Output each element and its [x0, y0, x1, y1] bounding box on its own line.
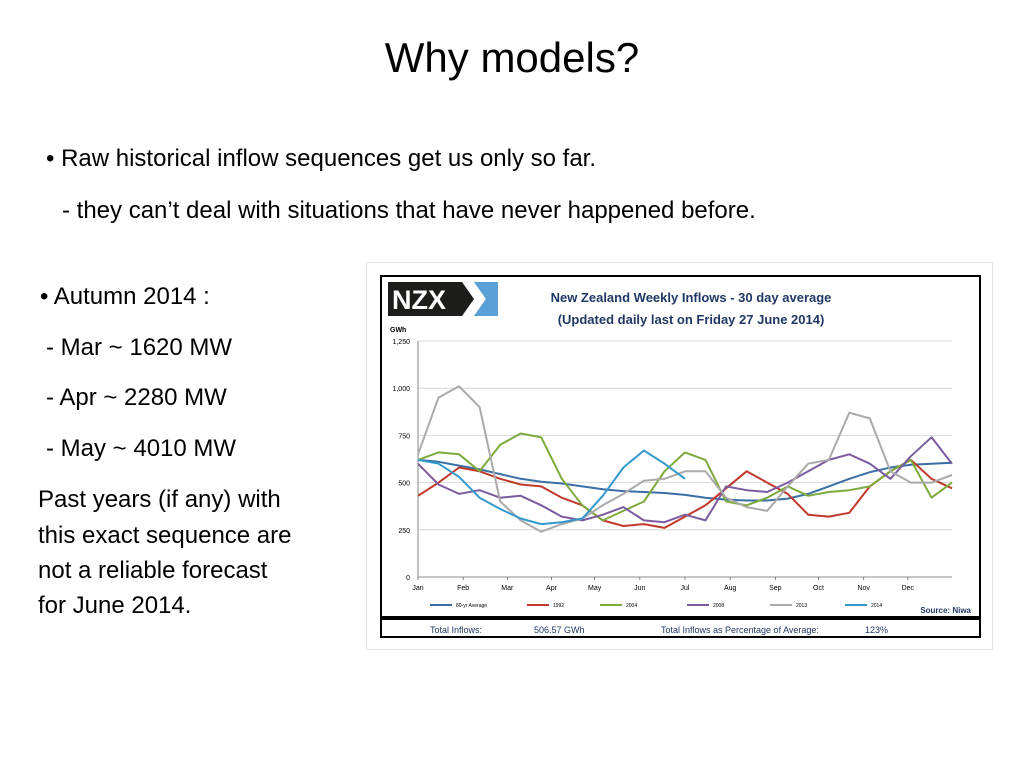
x-tick-label: Apr	[546, 585, 558, 592]
series-line	[417, 458, 953, 502]
bullet: • Raw historical inflow sequences get us…	[46, 145, 597, 172]
footer-value: 506.57 GWh	[534, 625, 585, 635]
footer-label: Total Inflows as Percentage of Average:	[661, 625, 819, 635]
legend-label: 2004	[626, 603, 637, 609]
x-tick-label: Jun	[634, 585, 645, 592]
chart-subtitle: (Updated daily last on Friday 27 June 20…	[558, 312, 825, 327]
x-tick-label: Nov	[857, 585, 870, 592]
bullet: • Autumn 2014 :	[40, 283, 210, 310]
footer-value: 123%	[865, 625, 888, 635]
x-tick-label: Mar	[501, 585, 514, 592]
series-line	[417, 458, 953, 529]
sub-bullet: - Mar ~ 1620 MW	[46, 334, 233, 361]
chart-frame	[380, 275, 981, 618]
x-tick-label: Dec	[902, 585, 915, 592]
y-tick-label: 1,250	[392, 339, 410, 346]
y-tick-label: 500	[398, 481, 410, 488]
series-line	[417, 432, 953, 522]
series-line	[417, 436, 953, 524]
footer-frame	[380, 618, 981, 638]
paragraph-line: Past years (if any) with	[38, 486, 281, 513]
legend-label: 2013	[796, 603, 807, 609]
legend-label: 80-yr Average	[456, 603, 487, 609]
paragraph-line: not a reliable forecast	[38, 557, 268, 584]
sub-bullet: - Apr ~ 2280 MW	[46, 384, 227, 411]
legend-label: 2014	[871, 603, 882, 609]
legend-label: 1992	[553, 603, 564, 609]
chart: NZX New Zealand Weekly Inflows - 30 day …	[366, 262, 993, 650]
slide-title: Why models?	[384, 34, 640, 81]
y-tick-label: 0	[406, 575, 410, 582]
x-tick-label: Sep	[769, 585, 782, 592]
paragraph-line: for June 2014.	[38, 592, 192, 619]
sub-bullet: - May ~ 4010 MW	[46, 435, 237, 462]
paragraph-line: this exact sequence are	[38, 522, 292, 549]
series-line	[417, 385, 953, 533]
logo-x	[462, 282, 486, 316]
series-line	[417, 449, 686, 526]
x-tick-label: Jan	[412, 585, 423, 592]
chart-image: NZX New Zealand Weekly Inflows - 30 day …	[366, 262, 993, 655]
y-axis-label: GWh	[390, 327, 406, 334]
x-tick-label: Feb	[457, 585, 469, 592]
y-tick-label: 750	[398, 433, 410, 440]
x-tick-label: Jul	[681, 585, 690, 592]
y-tick-label: 1,000	[392, 386, 410, 393]
sub-bullet: - they can’t deal with situations that h…	[62, 197, 756, 224]
x-tick-label: Aug	[724, 585, 737, 592]
logo-text: NZX	[392, 285, 446, 315]
source: Source: Niwa	[920, 606, 971, 615]
chart-title: New Zealand Weekly Inflows - 30 day aver…	[551, 290, 832, 305]
x-tick-label: Oct	[813, 585, 824, 592]
footer-label: Total Inflows:	[430, 625, 482, 635]
x-tick-label: May	[588, 585, 602, 592]
y-tick-label: 250	[398, 528, 410, 535]
legend-label: 2008	[713, 603, 724, 609]
